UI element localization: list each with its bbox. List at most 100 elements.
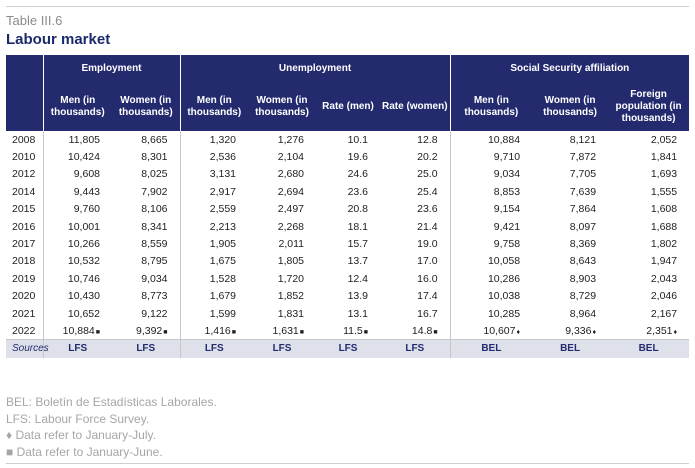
table-row: 2012 9,608 8,025 3,131 2,680 24.6 25.0 9,034 7,7…	[6, 165, 689, 184]
source-cell: LFS	[112, 339, 181, 358]
table-cell: 2,694	[248, 183, 316, 200]
cell-value: 13.1	[347, 307, 369, 320]
table-cell: 8,795	[112, 252, 181, 271]
table-cell: 1,831	[248, 305, 316, 322]
cell-value: 17.4	[417, 290, 438, 303]
table-cell: 13.1	[316, 305, 380, 322]
table-cell: 25.4	[380, 183, 451, 201]
cell-value: 1,852	[277, 290, 305, 303]
table-cell: 9,392■	[112, 322, 181, 341]
cell-value: 9,122	[141, 307, 168, 320]
table-cell: 17.0	[380, 252, 451, 271]
cell-value: 8,853	[493, 185, 521, 198]
table-cell: 10,058	[450, 253, 532, 270]
table-cell: 1,852	[248, 288, 316, 305]
table-cell: 20.8	[316, 201, 380, 218]
cell-value: 19.6	[347, 151, 369, 164]
col-header: Rate (men)	[316, 83, 381, 131]
table-cell: 9,122	[112, 304, 181, 323]
cell-value: 1,831	[277, 307, 305, 320]
table-cell: 24.6	[316, 166, 380, 183]
table-cell: 2,680	[248, 166, 316, 183]
table-cell: 19.0	[380, 235, 451, 253]
table-cell: 2,351♦	[608, 322, 690, 341]
table-cell: 8,341	[112, 217, 181, 236]
cell-value: 1,802	[650, 238, 678, 251]
table-cell: 10,038	[450, 288, 532, 305]
table-cell: 10,430	[43, 288, 112, 305]
cell-value: 1,693	[650, 168, 678, 181]
table-row: 2016 10,001 8,341 2,213 2,268 18.1 21.4 9,421 8,…	[6, 217, 689, 236]
table-row: 2014 9,443 7,902 2,917 2,694 23.6 25.4 8,853 7,6…	[6, 183, 689, 201]
table-cell: 2,046	[608, 288, 689, 305]
cell-value: 9,608	[73, 168, 100, 181]
table-row: 2019 10,746 9,034 1,528 1,720 12.4 16.0 10,286 8…	[6, 270, 689, 288]
cell-value: 10,652	[67, 307, 100, 320]
cell-value: 9,710	[493, 151, 521, 164]
cell-value: 10,884	[62, 324, 95, 337]
cell-value: 23.6	[417, 203, 438, 216]
cell-value: 1,608	[650, 203, 678, 216]
table-cell: 1,841	[608, 148, 689, 165]
cell-value: 2,497	[277, 203, 305, 216]
table-cell: 8,964	[532, 305, 608, 322]
table-cell: 9,608	[43, 166, 112, 183]
cell-value: 10,058	[487, 255, 521, 268]
col-header: Rate (women)	[380, 83, 451, 131]
square-marker-icon: ■	[299, 328, 305, 336]
cell-value: 11.5	[343, 324, 363, 337]
table-row: 2021 10,652 9,122 1,599 1,831 13.1 16.7 10,285 8…	[6, 304, 689, 323]
footnotes: BEL: Boletín de Estadísticas Laborales. …	[6, 394, 217, 460]
cell-value: 17.0	[417, 255, 438, 268]
row-year: 2014	[6, 183, 44, 201]
table-cell: 10.1	[316, 131, 380, 148]
table-cell: 7,902	[112, 183, 181, 201]
cell-value: 15.7	[347, 238, 369, 251]
cell-value: 2,268	[277, 220, 305, 233]
col-header: Men (in thousands)	[43, 83, 112, 131]
cell-value: 20.8	[347, 203, 369, 216]
cell-value: 10,001	[67, 220, 100, 233]
table-cell: 11,805	[43, 131, 112, 148]
table-cell: 15.7	[316, 235, 380, 252]
cell-value: 1,905	[209, 238, 237, 251]
table-cell: 10,532	[43, 253, 112, 270]
source-cell: LFS	[248, 339, 317, 358]
cell-value: 7,864	[569, 203, 597, 216]
group-social-security: Social Security affiliation	[450, 55, 690, 83]
source-cell: LFS	[180, 339, 249, 358]
table-cell: 1,608	[608, 201, 689, 218]
table-cell: 3,131	[180, 166, 248, 183]
cell-value: 10,038	[487, 290, 521, 303]
cell-value: 8,097	[569, 220, 597, 233]
table-cell: 2,268	[248, 218, 316, 235]
table-cell: 13.7	[316, 253, 380, 270]
source-cell: BEL	[532, 339, 609, 358]
table-cell: 2,559	[180, 201, 248, 218]
cell-value: 8,729	[569, 290, 597, 303]
sources-label: Sources	[6, 339, 49, 358]
cell-value: 8,559	[141, 238, 168, 251]
cell-value: 10.1	[347, 133, 369, 146]
table-cell: 16.0	[380, 270, 451, 288]
cell-value: 12.8	[417, 133, 438, 146]
table-cell: 9,154	[450, 201, 532, 218]
year-subheader	[6, 83, 44, 131]
table-cell: 2,497	[248, 201, 316, 218]
diamond-marker-icon: ♦	[516, 328, 521, 336]
table-row: 2020 10,430 8,773 1,679 1,852 13.9 17.4 10,038 8…	[6, 287, 689, 305]
cell-value: 8,795	[141, 255, 168, 268]
cell-value: 21.4	[417, 220, 438, 233]
table-cell: 10,884■	[43, 322, 112, 341]
cell-value: 7,872	[569, 151, 597, 164]
square-marker-icon: ■	[363, 328, 369, 336]
cell-value: 7,902	[141, 185, 168, 198]
table-cell: 13.9	[316, 288, 380, 305]
table-cell: 7,705	[532, 166, 608, 183]
cell-value: 10,532	[67, 255, 100, 268]
cell-value: 2,351	[646, 324, 673, 337]
square-marker-icon: ■	[231, 328, 237, 336]
table-cell: 10,001	[43, 218, 112, 235]
cell-value: 2,213	[209, 220, 237, 233]
cell-value: 1,555	[650, 185, 678, 198]
